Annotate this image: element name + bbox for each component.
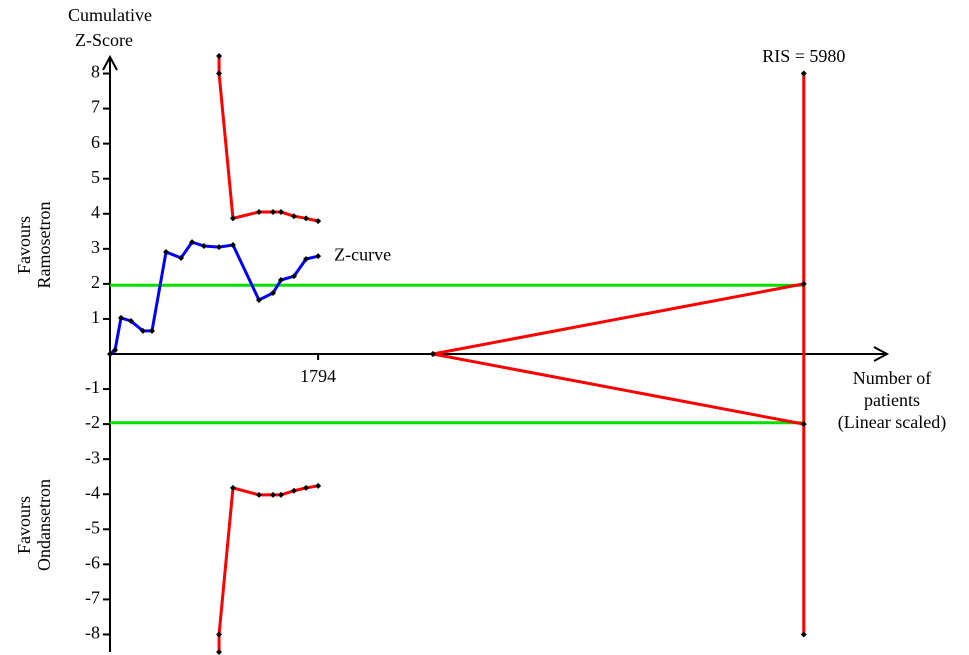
marker [291, 487, 298, 494]
y-tick-label: -2 [85, 412, 100, 432]
marker [229, 241, 236, 248]
series-label: Z-curve [334, 244, 391, 264]
y-axis-arrow [102, 54, 118, 71]
y-tick-label: -1 [85, 377, 100, 397]
marker [229, 484, 236, 491]
favours-label: Ondansetron [34, 479, 54, 571]
y-tick-label: -8 [85, 623, 100, 643]
marker [216, 244, 223, 251]
y-tick-label: 6 [91, 132, 100, 152]
marker [255, 297, 262, 304]
marker [270, 209, 277, 216]
marker [315, 482, 322, 489]
annotation: RIS = 5980 [762, 46, 845, 66]
marker [255, 209, 262, 216]
y-tick-label: -6 [85, 552, 100, 572]
favours-upper: Favours Ramosetron [14, 202, 54, 289]
y-tick-label: 1 [91, 307, 100, 327]
y-axis-label: Z-Score [75, 30, 133, 50]
x-axis-label: Number of [853, 368, 931, 388]
y-tick-label: 7 [91, 97, 100, 117]
x-axis-label: (Linear scaled) [838, 412, 946, 433]
marker [111, 347, 118, 354]
y-axis-label: Cumulative [68, 5, 152, 25]
marker [216, 631, 223, 638]
marker [315, 253, 322, 260]
series-line [109, 240, 319, 356]
marker [216, 53, 223, 59]
marker [303, 255, 310, 262]
marker [148, 327, 155, 334]
y-tick-label: 5 [91, 167, 100, 187]
y-tick-label: 3 [91, 237, 100, 257]
y-tick-label: -4 [85, 482, 100, 502]
y-tick-label: 2 [91, 272, 100, 292]
series-line [217, 56, 319, 223]
series-line [432, 352, 805, 426]
marker [216, 649, 223, 655]
marker [291, 273, 298, 280]
y-tick-label: -3 [85, 447, 100, 467]
marker [118, 314, 125, 321]
marker [303, 215, 310, 222]
marker [270, 491, 277, 498]
series-line [432, 282, 805, 356]
marker [255, 491, 262, 498]
marker [800, 280, 807, 287]
marker [429, 351, 436, 357]
series-line [217, 484, 319, 652]
x-tick-label: 1794 [300, 366, 336, 386]
marker [270, 289, 277, 296]
marker [315, 218, 322, 225]
x-axis-label: patients [864, 390, 920, 410]
marker [303, 484, 310, 491]
favours-label: Ramosetron [34, 202, 54, 289]
marker [178, 254, 185, 261]
x-axis-arrow [873, 346, 890, 362]
marker [229, 215, 236, 222]
y-tick-label: 8 [91, 62, 100, 82]
marker [127, 318, 134, 325]
marker [107, 351, 113, 357]
favours-label: Favours [14, 496, 34, 554]
marker [800, 631, 807, 638]
marker [139, 327, 146, 334]
marker [216, 70, 223, 77]
y-tick-label: 4 [91, 202, 100, 222]
marker [200, 243, 207, 250]
marker [163, 248, 170, 255]
marker [800, 421, 807, 428]
marker [800, 70, 807, 77]
favours-lower: Favours Ondansetron [14, 479, 54, 571]
y-tick-label: -5 [85, 517, 100, 537]
marker [189, 239, 196, 246]
y-tick-label: -7 [85, 588, 100, 608]
marker [278, 491, 285, 498]
favours-label: Favours [14, 216, 34, 274]
marker [278, 277, 285, 284]
marker [291, 213, 298, 220]
marker [278, 209, 285, 216]
